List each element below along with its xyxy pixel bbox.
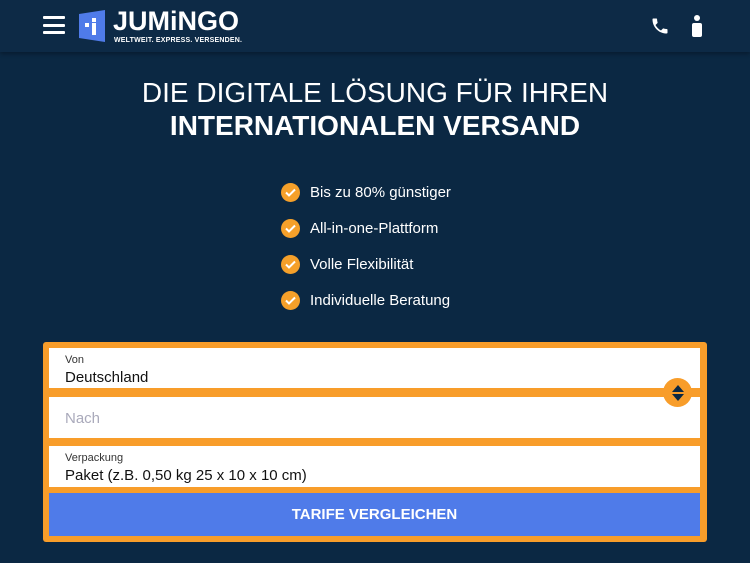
feature-text: Bis zu 80% günstiger (310, 183, 451, 201)
hero-title-line1: DIE DIGITALE LÖSUNG FÜR IHREN (141, 77, 609, 108)
feature-list: Bis zu 80% günstiger All-in-one-Plattfor… (281, 174, 451, 318)
brand-tagline: WELTWEIT. EXPRESS. VERSENDEN. (114, 37, 243, 44)
shipping-form: Von Deutschland Nach Verpackung Paket (z… (43, 342, 707, 542)
check-icon (281, 182, 300, 202)
from-country-field[interactable]: Von Deutschland (49, 348, 700, 388)
package-value: Paket (z.B. 0,50 kg 25 x 10 x 10 cm) (65, 467, 307, 484)
header: JUMiNGO WELTWEIT. EXPRESS. VERSENDEN. (0, 0, 750, 52)
feature-item: All-in-one-Plattform (281, 210, 451, 246)
from-value: Deutschland (65, 369, 149, 386)
user-icon[interactable] (691, 15, 703, 37)
to-placeholder: Nach (65, 410, 101, 427)
package-field[interactable]: Verpackung Paket (z.B. 0,50 kg 25 x 10 x… (49, 446, 700, 487)
swap-countries-button[interactable] (663, 378, 692, 407)
feature-item: Volle Flexibilität (281, 246, 451, 282)
menu-icon[interactable] (43, 16, 65, 34)
phone-icon[interactable] (650, 16, 670, 36)
check-icon (281, 254, 300, 274)
brand-name[interactable]: JUMiNGO (113, 6, 240, 36)
check-icon (281, 290, 300, 310)
jumingo-logo-icon[interactable] (79, 10, 105, 42)
feature-text: Volle Flexibilität (310, 255, 414, 273)
compare-rates-button[interactable]: TARIFE VERGLEICHEN (49, 493, 700, 536)
package-label: Verpackung (65, 452, 124, 464)
feature-text: All-in-one-Plattform (310, 219, 439, 237)
from-label: Von (65, 354, 84, 366)
check-icon (281, 218, 300, 238)
feature-item: Individuelle Beratung (281, 282, 451, 318)
swap-arrows-icon (671, 384, 684, 401)
feature-item: Bis zu 80% günstiger (281, 174, 451, 210)
feature-text: Individuelle Beratung (310, 291, 451, 309)
hero-title-line2: INTERNATIONALEN VERSAND (169, 110, 581, 141)
to-country-field[interactable]: Nach (49, 397, 700, 438)
